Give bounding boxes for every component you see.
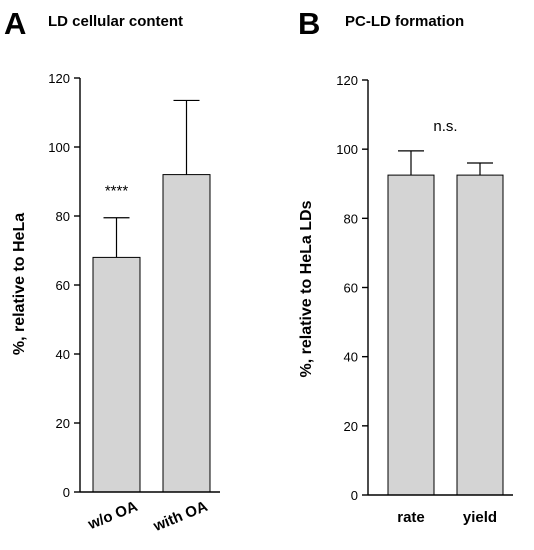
panel-a-letter: A bbox=[4, 6, 26, 41]
panel-b-y-tick-label: 20 bbox=[344, 419, 358, 434]
panel-b: B PC-LD formation %, relative to HeLa LD… bbox=[298, 6, 513, 526]
panel-b-y-tick-label: 80 bbox=[344, 211, 358, 226]
panel-b-y-tick-label: 100 bbox=[336, 142, 358, 157]
panel-b-title: PC-LD formation bbox=[345, 13, 464, 30]
panel-a-y-tick-label: 80 bbox=[56, 209, 70, 224]
panel-b-significance-annotation: n.s. bbox=[433, 118, 457, 135]
panel-a-bar-1 bbox=[92, 256, 141, 493]
panel-a-y-tick-label: 60 bbox=[56, 278, 70, 293]
panel-b-category-label: yield bbox=[463, 509, 497, 526]
panel-a-y-tick-label: 20 bbox=[56, 416, 70, 431]
panel-a-significance-annotation: **** bbox=[105, 183, 129, 200]
panel-b-letter: B bbox=[298, 6, 320, 41]
panel-b-y-tick-label: 40 bbox=[344, 350, 358, 365]
panel-a-bar-2 bbox=[162, 174, 211, 493]
panel-b-bar-2 bbox=[456, 174, 504, 496]
panel-b-category-label: rate bbox=[397, 509, 425, 526]
panel-b-bar-1 bbox=[387, 174, 435, 496]
panel-a-title: LD cellular content bbox=[48, 13, 183, 30]
panel-a-y-tick-label: 100 bbox=[48, 140, 70, 155]
panel-a-y-tick-label: 120 bbox=[48, 71, 70, 86]
panel-b-y-tick-label: 0 bbox=[351, 488, 358, 503]
panel-a-y-tick-label: 0 bbox=[63, 485, 70, 500]
panel-a-y-tick-label: 40 bbox=[56, 347, 70, 362]
panel-a-y-axis-label: %, relative to HeLa bbox=[11, 213, 28, 355]
panel-b-y-tick-label: 60 bbox=[344, 281, 358, 296]
panel-a-category-label: w/o OA bbox=[85, 498, 140, 534]
panel-a: A LD cellular content %, relative to HeL… bbox=[4, 6, 220, 535]
panel-b-y-axis-label: %, relative to HeLa LDs bbox=[298, 200, 315, 377]
panel-b-y-tick-label: 120 bbox=[336, 73, 358, 88]
panel-a-category-label: with OA bbox=[150, 498, 210, 535]
